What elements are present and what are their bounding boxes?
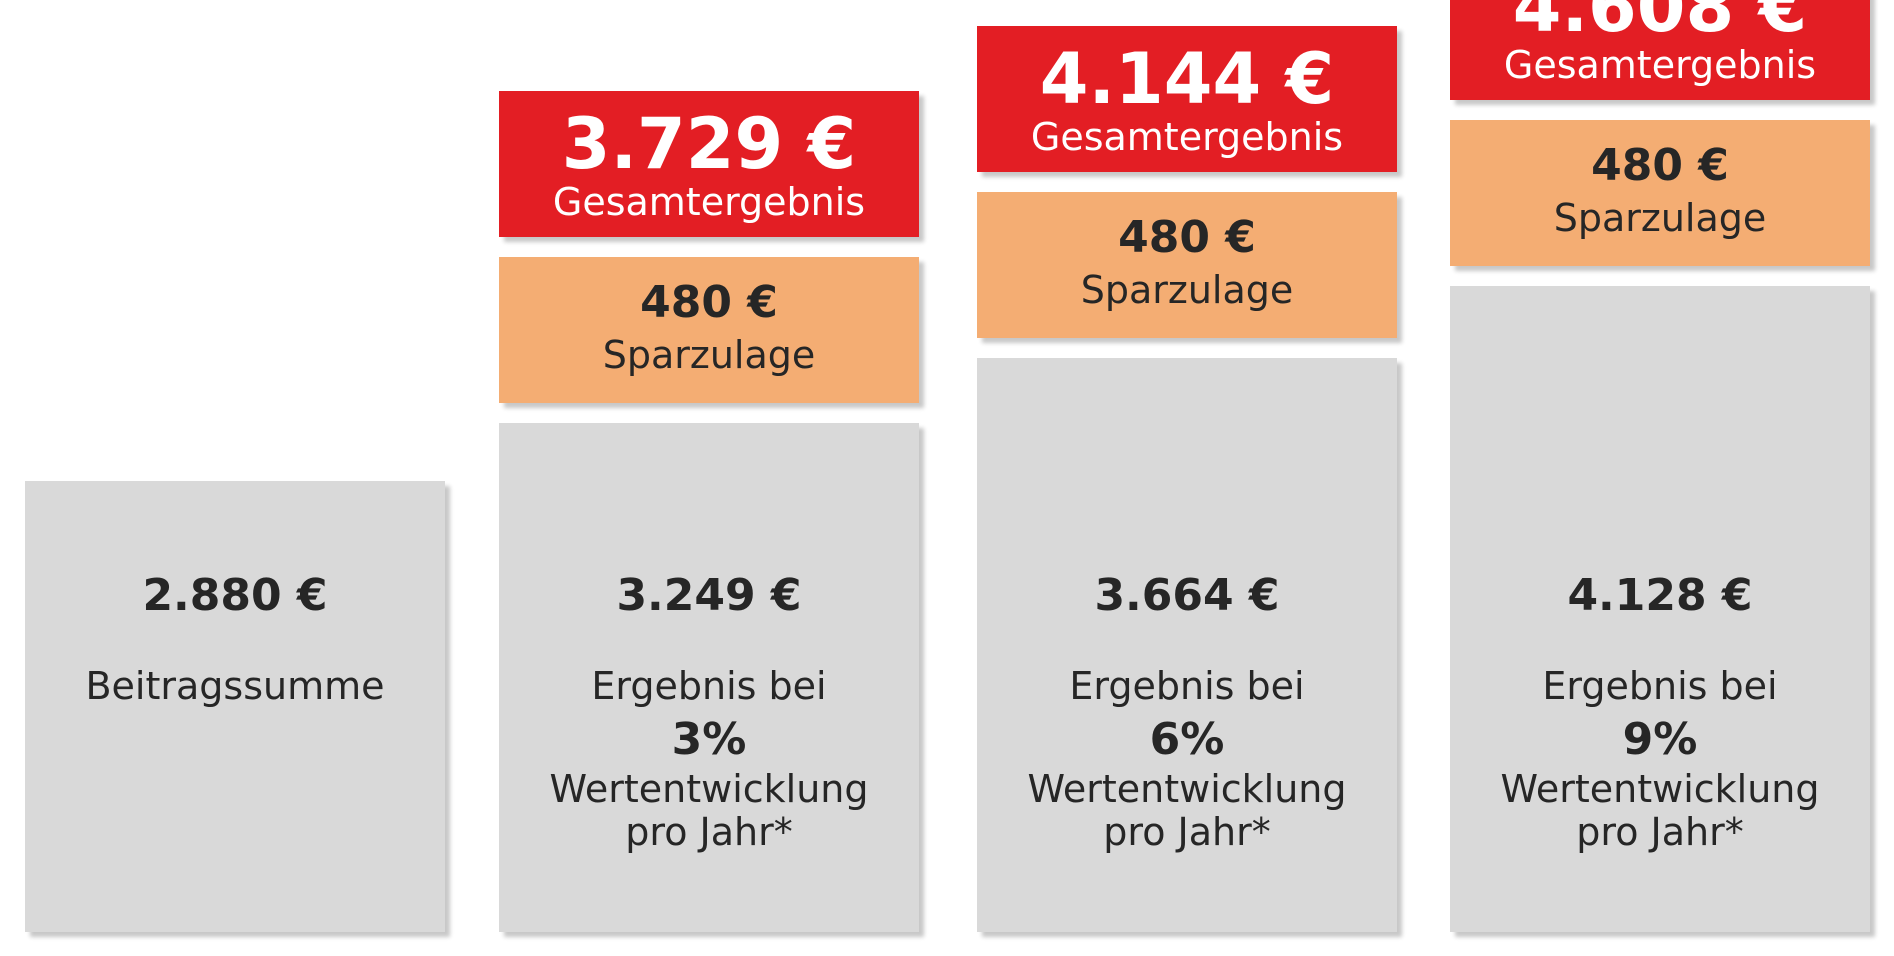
bonus-value-label: 480 € <box>1118 212 1256 263</box>
total-box: 3.729 € Gesamtergebnis <box>499 91 919 237</box>
base-bar: 3.249 € Ergebnis bei 3% Wertentwicklung pro … <box>499 423 919 932</box>
base-caption-line: Ergebnis bei <box>591 664 827 708</box>
total-value-label: 3.729 € <box>561 103 857 185</box>
total-box: 4.144 € Gesamtergebnis <box>977 26 1397 172</box>
total-label: Gesamtergebnis <box>552 180 866 224</box>
bonus-box: 480 € Sparzulage <box>1450 120 1870 266</box>
bonus-box: 480 € Sparzulage <box>977 192 1397 338</box>
base-caption-line: Ergebnis bei <box>1542 664 1778 708</box>
base-caption-line: Beitragssumme <box>85 664 385 708</box>
total-value-label: 4.144 € <box>1039 38 1335 120</box>
base-caption-line: Wertentwicklung <box>1027 766 1347 811</box>
total-box: 4.608 € Gesamtergebnis <box>1450 0 1870 100</box>
base-bar: 3.664 € Ergebnis bei 6% Wertentwicklung pro … <box>977 358 1397 932</box>
base-caption-line: Wertentwicklung <box>549 766 869 811</box>
total-value-label: 4.608 € <box>1512 0 1808 48</box>
base-caption-line: pro Jahr* <box>1576 810 1744 855</box>
base-value-label: 3.664 € <box>1094 570 1280 621</box>
base-bar: 4.128 € Ergebnis bei 9% Wertentwicklung pro … <box>1450 286 1870 932</box>
base-caption-line: Ergebnis bei <box>1069 664 1305 708</box>
base-value-label: 4.128 € <box>1567 570 1753 621</box>
bonus-label: Sparzulage <box>1080 268 1294 312</box>
growth-rate-label: 6% <box>1149 713 1225 765</box>
base-value-label: 3.249 € <box>616 570 802 621</box>
base-caption-line: pro Jahr* <box>1103 810 1271 855</box>
total-label: Gesamtergebnis <box>1503 43 1817 87</box>
bonus-label: Sparzulage <box>602 333 816 377</box>
base-caption-line: Wertentwicklung <box>1500 766 1820 811</box>
total-label: Gesamtergebnis <box>1030 115 1344 159</box>
base-bar: 2.880 € Beitragssumme <box>25 481 445 932</box>
bonus-box: 480 € Sparzulage <box>499 257 919 403</box>
base-value-label: 2.880 € <box>142 570 328 621</box>
growth-rate-label: 3% <box>671 713 747 765</box>
base-caption-line: pro Jahr* <box>625 810 793 855</box>
growth-rate-label: 9% <box>1622 713 1698 765</box>
bonus-label: Sparzulage <box>1553 196 1767 240</box>
bonus-value-label: 480 € <box>640 277 778 328</box>
bonus-value-label: 480 € <box>1591 140 1729 191</box>
